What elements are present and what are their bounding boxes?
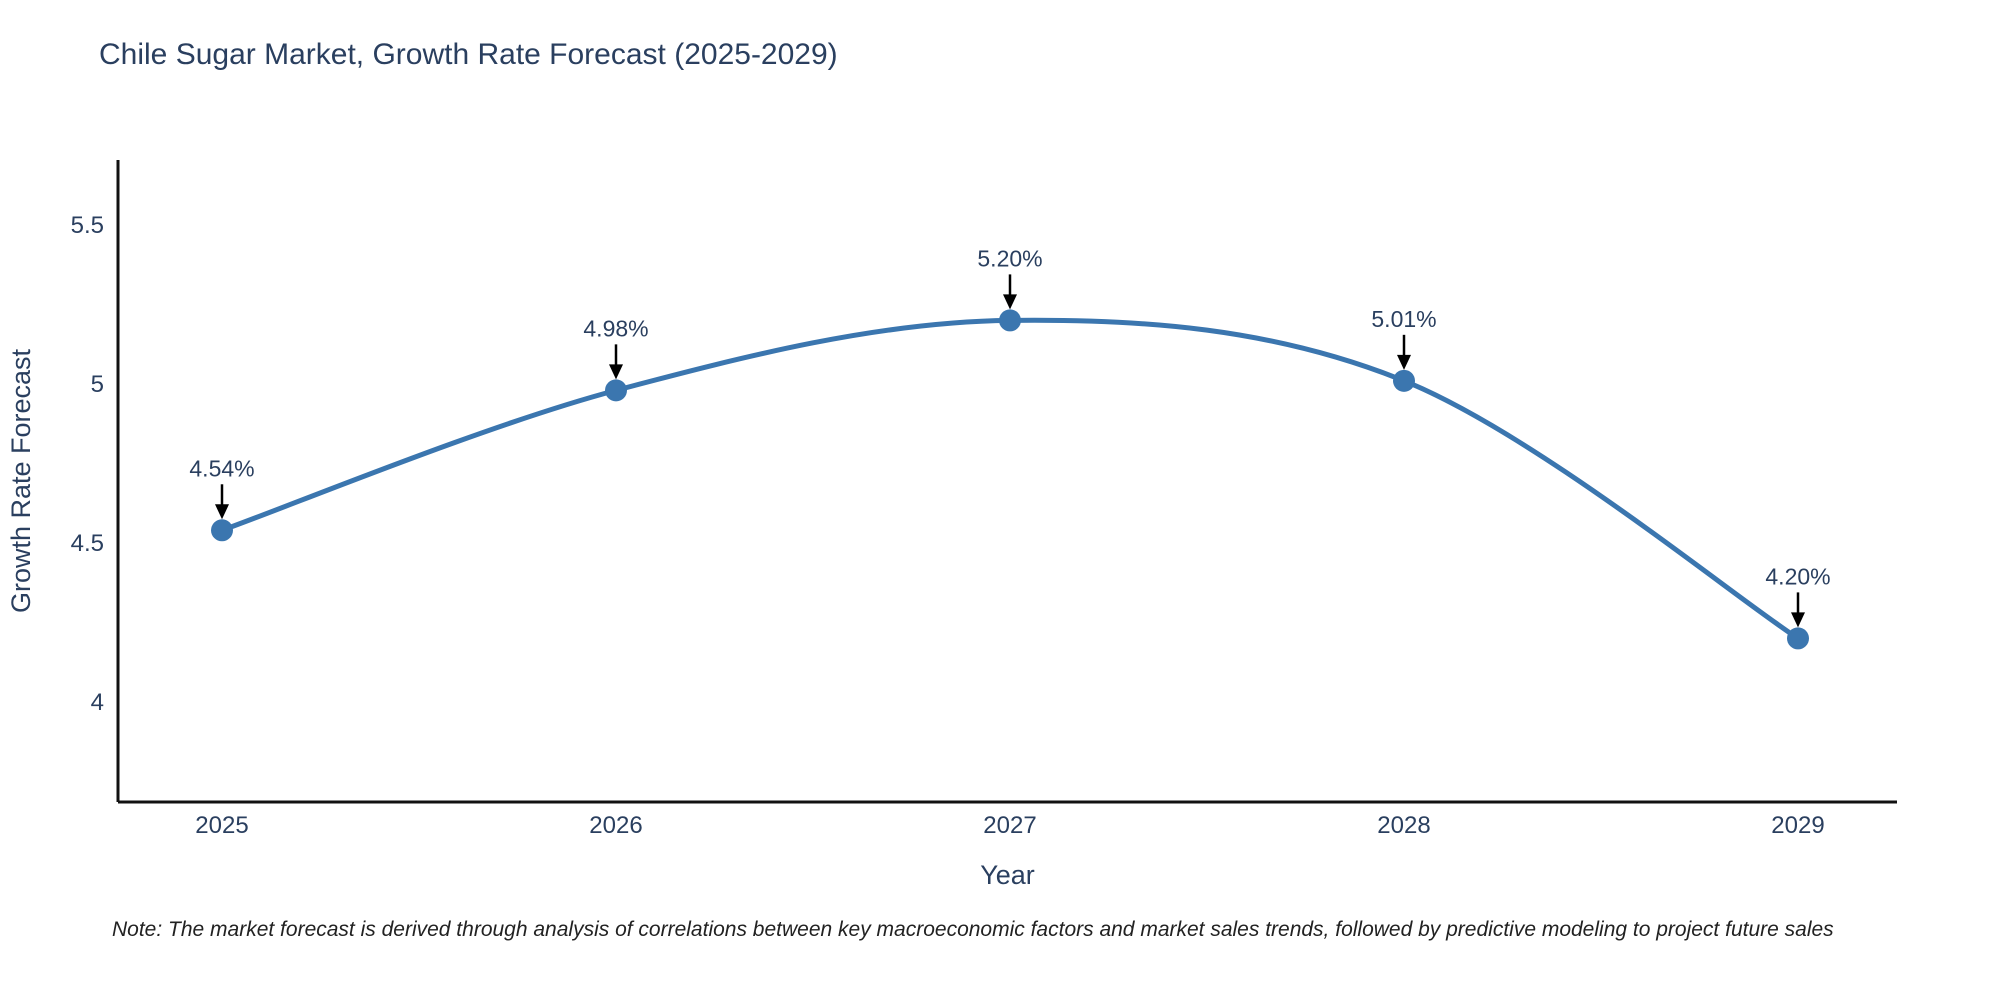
x-axis-title: Year [980, 860, 1035, 890]
x-tick-label: 2025 [195, 812, 248, 839]
data-point-2025[interactable] [211, 519, 233, 542]
data-point-2029[interactable] [1787, 627, 1809, 650]
footnote: Note: The market forecast is derived thr… [112, 918, 1834, 941]
annotation-arrowhead-icon [609, 364, 623, 380]
x-tick-label: 2029 [1771, 812, 1824, 839]
y-tick-label: 5 [91, 371, 104, 398]
y-tick-label: 5.5 [71, 212, 104, 239]
x-tick-label: 2027 [983, 812, 1036, 839]
forecast-line [219, 317, 1801, 641]
data-point-2027[interactable] [999, 309, 1021, 332]
y-tick-label: 4.5 [71, 530, 104, 557]
data-point-2028[interactable] [1393, 369, 1415, 392]
data-point-2026[interactable] [605, 379, 627, 402]
annotation-arrowhead-icon [1397, 354, 1411, 370]
x-tick-label: 2028 [1377, 812, 1430, 839]
y-tick-label: 4 [91, 689, 104, 716]
point-value-label: 4.98% [583, 315, 648, 341]
y-axis-title: Growth Rate Forecast [6, 348, 36, 613]
annotation-arrowhead-icon [215, 504, 229, 520]
annotation-arrowhead-icon [1791, 612, 1805, 628]
point-value-label: 5.20% [977, 245, 1042, 271]
x-tick-label: 2026 [589, 812, 642, 839]
point-value-label: 4.54% [189, 455, 254, 481]
point-value-label: 4.20% [1765, 563, 1830, 589]
chart-title: Chile Sugar Market, Growth Rate Forecast… [99, 38, 838, 71]
annotation-arrowhead-icon [1003, 294, 1017, 310]
point-value-label: 5.01% [1371, 306, 1436, 332]
